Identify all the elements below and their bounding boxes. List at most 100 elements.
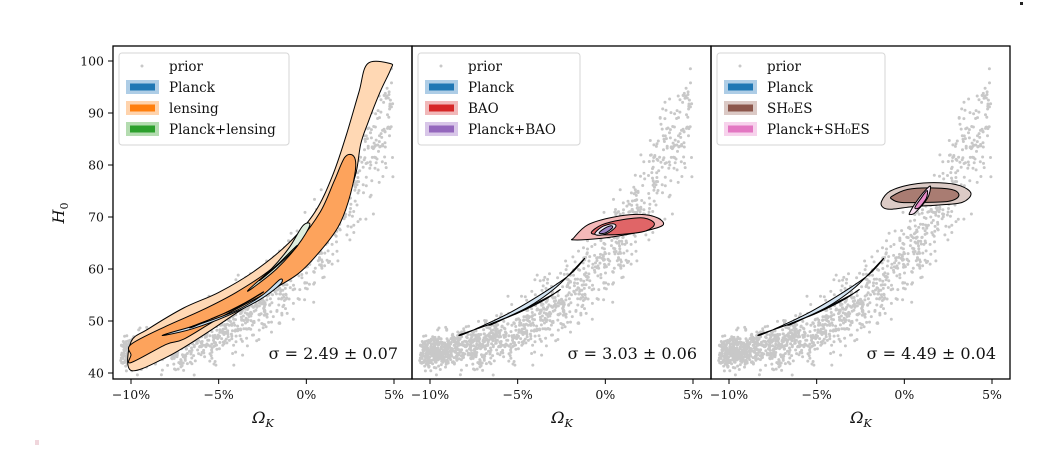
prior-point bbox=[682, 129, 686, 133]
prior-point bbox=[529, 323, 533, 327]
prior-point bbox=[982, 161, 985, 165]
prior-point bbox=[271, 293, 274, 297]
prior-point bbox=[841, 278, 845, 282]
prior-point bbox=[971, 125, 975, 129]
prior-point bbox=[959, 127, 963, 131]
prior-point bbox=[234, 340, 238, 344]
prior-point bbox=[743, 365, 746, 369]
prior-point bbox=[276, 288, 279, 292]
prior-point bbox=[686, 125, 690, 129]
prior-point bbox=[808, 346, 812, 350]
prior-point bbox=[523, 326, 527, 330]
prior-point bbox=[365, 137, 369, 141]
prior-point bbox=[652, 188, 656, 192]
prior-point bbox=[537, 334, 541, 338]
legend-prior-dot-icon bbox=[439, 64, 443, 68]
prior-point bbox=[590, 301, 594, 305]
prior-point bbox=[569, 301, 573, 305]
prior-point bbox=[343, 215, 347, 219]
prior-point bbox=[535, 327, 539, 331]
prior-point bbox=[556, 328, 560, 332]
prior-point bbox=[520, 294, 523, 298]
prior-point bbox=[373, 166, 377, 170]
prior-point bbox=[879, 283, 883, 287]
prior-point bbox=[270, 320, 273, 324]
prior-point bbox=[911, 236, 915, 240]
prior-point bbox=[918, 266, 922, 270]
prior-point bbox=[438, 368, 442, 371]
x-tick-label: 0% bbox=[894, 387, 914, 402]
prior-point bbox=[955, 139, 959, 143]
prior-point bbox=[682, 155, 686, 159]
legend-item: Planck+BAO bbox=[425, 122, 556, 138]
prior-point bbox=[790, 334, 794, 338]
prior-point bbox=[851, 304, 855, 308]
prior-point bbox=[941, 208, 945, 212]
prior-point bbox=[576, 321, 580, 325]
prior-point bbox=[977, 110, 981, 114]
prior-point bbox=[687, 104, 691, 108]
prior-point bbox=[432, 345, 436, 349]
prior-point bbox=[278, 292, 282, 296]
prior-point bbox=[369, 163, 373, 167]
prior-point bbox=[982, 166, 986, 170]
prior-point bbox=[770, 362, 774, 366]
prior-point bbox=[373, 125, 377, 129]
prior-point bbox=[291, 301, 295, 305]
prior-point bbox=[449, 337, 453, 341]
prior-point bbox=[175, 355, 179, 359]
prior-point bbox=[618, 244, 621, 248]
prior-point bbox=[801, 319, 805, 323]
prior-point bbox=[860, 306, 864, 310]
prior-point bbox=[594, 261, 597, 265]
prior-point bbox=[748, 340, 752, 344]
prior-point bbox=[265, 298, 269, 302]
prior-point bbox=[469, 337, 473, 341]
prior-point bbox=[890, 262, 894, 266]
prior-point bbox=[798, 342, 801, 345]
prior-point bbox=[304, 286, 307, 290]
prior-point bbox=[579, 278, 583, 282]
prior-point bbox=[780, 338, 784, 342]
prior-point bbox=[867, 310, 871, 314]
prior-point bbox=[800, 343, 803, 347]
legend-item: Planck bbox=[126, 80, 216, 96]
prior-point bbox=[917, 250, 921, 254]
prior-point bbox=[763, 325, 767, 329]
prior-point bbox=[210, 350, 214, 354]
prior-point bbox=[838, 309, 842, 313]
prior-point bbox=[507, 334, 511, 338]
prior-point bbox=[929, 215, 933, 219]
prior-point bbox=[865, 284, 868, 288]
prior-point bbox=[245, 336, 249, 340]
prior-point bbox=[613, 210, 617, 214]
prior-point bbox=[903, 281, 907, 285]
prior-point bbox=[247, 327, 251, 330]
prior-point bbox=[956, 169, 960, 173]
prior-point bbox=[346, 224, 350, 228]
prior-point bbox=[660, 127, 664, 131]
prior-point bbox=[821, 323, 825, 327]
prior-point bbox=[382, 93, 386, 97]
prior-point bbox=[811, 333, 815, 337]
prior-point bbox=[907, 259, 911, 263]
prior-point bbox=[463, 345, 467, 349]
prior-point bbox=[554, 339, 558, 343]
prior-point bbox=[733, 352, 737, 356]
prior-point bbox=[852, 308, 856, 312]
prior-point bbox=[768, 342, 772, 346]
prior-point bbox=[886, 286, 890, 290]
prior-point bbox=[227, 323, 231, 327]
prior-point bbox=[828, 323, 832, 327]
prior-point bbox=[909, 239, 913, 242]
prior-point bbox=[901, 258, 904, 262]
prior-point bbox=[942, 212, 946, 216]
prior-point bbox=[914, 241, 918, 245]
prior-point bbox=[388, 98, 392, 102]
prior-point bbox=[381, 128, 384, 132]
legend-item: Planck bbox=[724, 80, 814, 96]
prior-point bbox=[319, 188, 323, 192]
prior-point bbox=[432, 339, 436, 343]
